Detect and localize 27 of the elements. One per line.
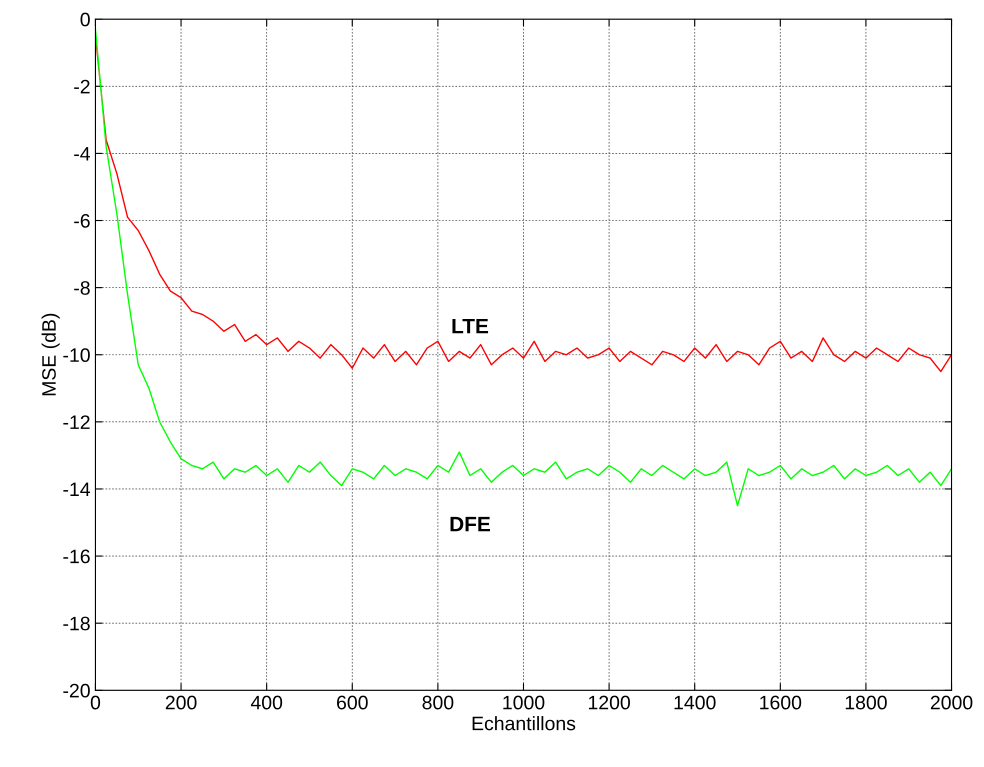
line-series	[95, 28, 952, 506]
y-tick-label: -18	[63, 616, 90, 630]
x-tick-label: 1400	[674, 696, 716, 710]
y-tick-label: -20	[63, 684, 90, 698]
y-tick-label: -10	[63, 348, 90, 362]
y-tick-label: -2	[74, 80, 90, 94]
x-tick-label: 200	[166, 696, 197, 710]
y-tick-label: -12	[63, 415, 90, 429]
x-tick-label: 1200	[588, 696, 630, 710]
y-tick-label: -8	[74, 281, 90, 295]
x-tick-label: 400	[250, 696, 282, 710]
y-tick-label: -16	[63, 550, 90, 564]
x-tick-label: 600	[337, 696, 368, 710]
y-tick-label: -14	[63, 482, 90, 496]
x-tick-label: 0	[90, 696, 100, 710]
x-tick-label: 1800	[846, 696, 887, 710]
y-tick-label: -6	[74, 214, 90, 228]
y-tick-label: -4	[74, 147, 90, 160]
y-axis-title: MSE (dB)	[42, 314, 60, 396]
x-axis-title: Echantillons	[472, 716, 576, 730]
x-tick-label: 800	[422, 696, 454, 710]
series-label: LTE	[452, 318, 488, 334]
series-label: DFE	[450, 516, 490, 532]
x-tick-label: 1000	[503, 696, 544, 710]
x-tick-label: 2000	[930, 696, 972, 710]
y-tick-label: 0	[80, 12, 90, 26]
x-tick-label: 1600	[760, 696, 802, 710]
